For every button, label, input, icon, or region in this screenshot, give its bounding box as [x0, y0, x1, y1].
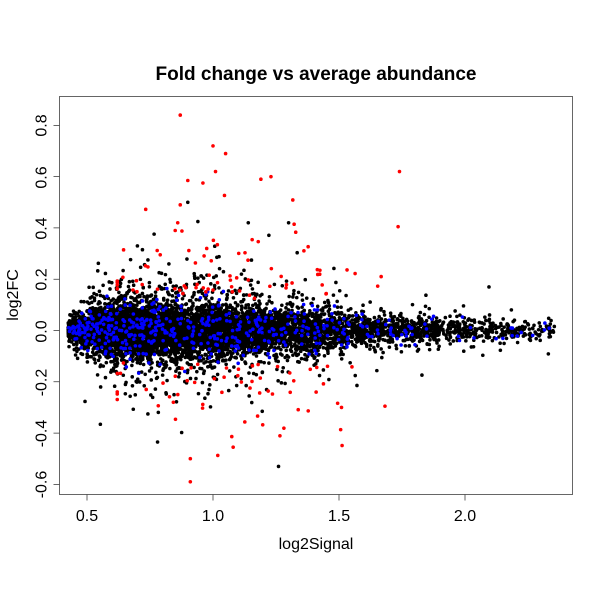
y-tick-label: 0.4 [33, 217, 51, 240]
x-tick-label: 1.0 [201, 508, 225, 525]
y-tick-label: 0.6 [33, 166, 51, 189]
y-tick-label: 0.8 [33, 114, 51, 137]
y-tick-label: 0.2 [33, 268, 51, 291]
y-axis-label: log2FC [5, 269, 22, 321]
x-tick-label: 1.5 [327, 508, 351, 525]
y-tick-label: 0.0 [33, 319, 51, 343]
x-tick-label: 0.5 [75, 508, 99, 525]
x-tick-label: 2.0 [453, 508, 477, 525]
y-tick-label: -0.4 [33, 419, 51, 448]
y-tick-label: -0.6 [33, 471, 51, 499]
x-axis-label: log2Signal [278, 536, 354, 553]
y-tick-label: -0.2 [33, 368, 51, 397]
chart-title: Fold change vs average abundance [155, 64, 477, 85]
